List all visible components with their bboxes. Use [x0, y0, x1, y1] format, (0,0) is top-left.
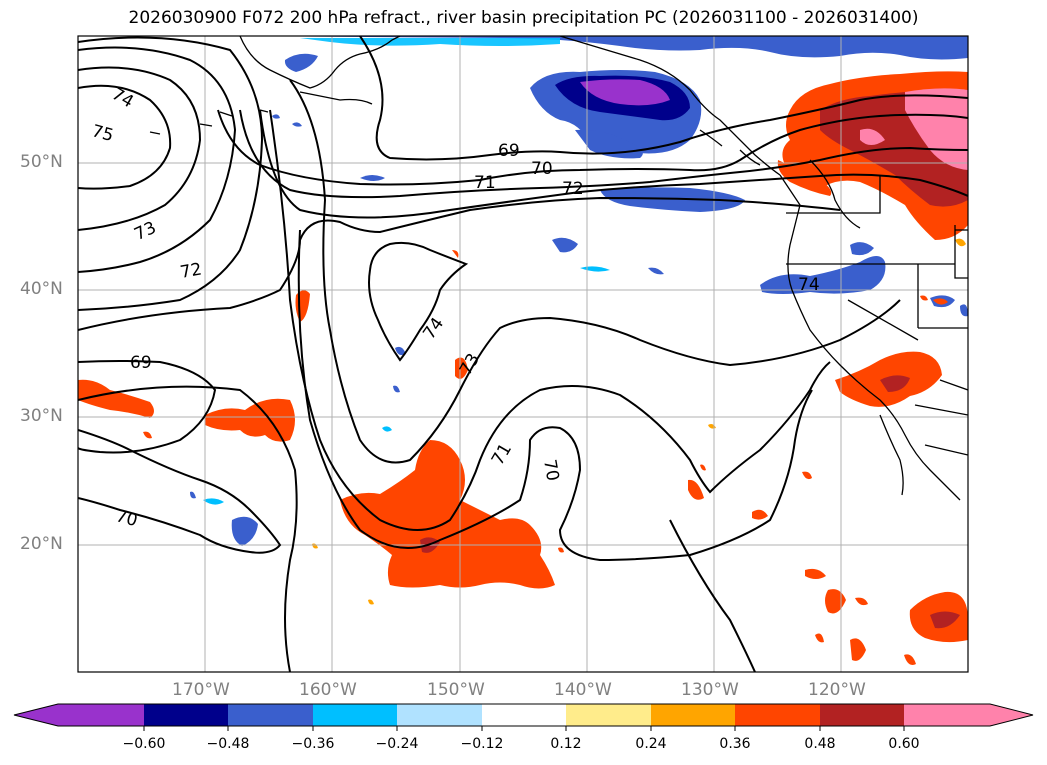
coastlines [149, 36, 968, 501]
graticule [78, 36, 968, 672]
contour-label: 69 [130, 353, 152, 373]
contour-label: 72 [179, 259, 204, 282]
colorbar-tick-label: 0.36 [719, 736, 751, 752]
lon-label: 160°W [299, 680, 357, 700]
colorbar-tick-label: 0.12 [550, 736, 582, 752]
colorbar-tick-label: −0.60 [122, 736, 166, 752]
contour-label: 70 [531, 159, 553, 179]
colorbar-tick-label: 0.48 [804, 736, 836, 752]
refractivity-contours [78, 36, 968, 672]
lon-label: 140°W [554, 680, 612, 700]
contour-label: 72 [562, 179, 584, 199]
colorbar-tick-label: 0.24 [635, 736, 667, 752]
lon-label: 130°W [681, 680, 739, 700]
contour-label: 69 [498, 141, 520, 161]
colorbar-extend-low [14, 704, 58, 726]
lat-label: 50°N [20, 152, 63, 172]
colorbar-tick-label: −0.24 [375, 736, 419, 752]
lon-label: 150°W [427, 680, 485, 700]
lat-label: 20°N [20, 534, 63, 554]
map-frame [77, 35, 969, 673]
lat-label: 40°N [20, 279, 63, 299]
lat-label: 30°N [20, 406, 63, 426]
colorbar-tick-label: 0.60 [888, 736, 920, 752]
contour-label: 71 [474, 173, 496, 193]
lon-label: 170°W [172, 680, 230, 700]
map-title: 2026030900 F072 200 hPa refract., river … [128, 8, 919, 28]
lon-label: 120°W [808, 680, 866, 700]
positive-anomaly-shading [78, 71, 968, 665]
contour-label: 70 [539, 458, 562, 483]
colorbar-tick-label: −0.48 [206, 736, 250, 752]
colorbar-tick-label: −0.12 [460, 736, 504, 752]
contour-label: 74 [798, 275, 820, 295]
colorbar [13, 703, 1034, 731]
colorbar-tick-label: −0.36 [291, 736, 335, 752]
colorbar-extend-high [990, 704, 1033, 726]
